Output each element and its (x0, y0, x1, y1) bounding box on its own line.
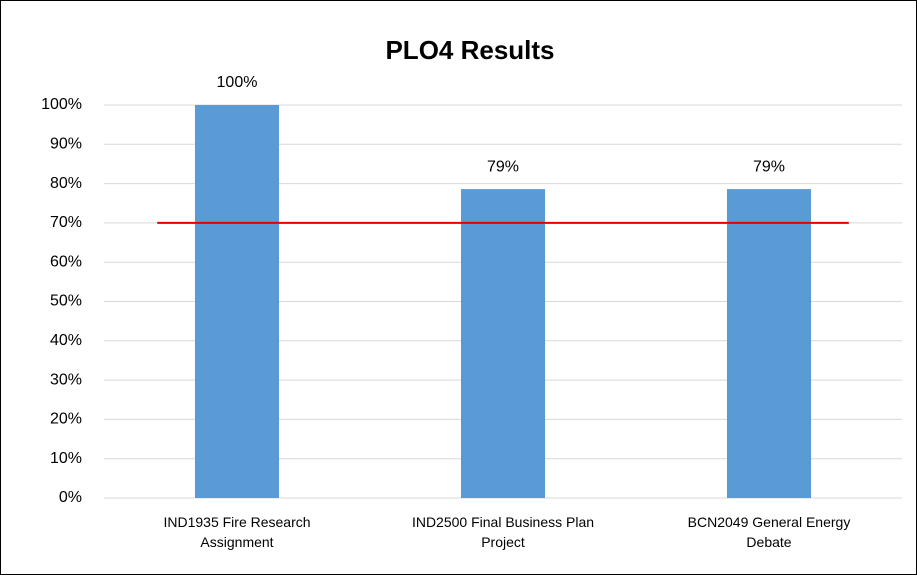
x-tick-label: IND2500 Final Business Plan Project (411, 514, 595, 550)
y-tick-label: 90% (50, 136, 82, 153)
y-tick-label: 50% (50, 293, 82, 310)
y-tick-label: 10% (50, 450, 82, 467)
y-tick-label: 40% (50, 332, 82, 349)
x-tick-label: IND1935 Fire Research Assignment (163, 514, 311, 550)
y-tick-label: 80% (50, 175, 82, 192)
y-tick-label: 20% (50, 411, 82, 428)
y-tick-label: 100% (41, 96, 82, 113)
chart-title: PLO4 Results (385, 35, 554, 65)
value-label: 79% (487, 158, 519, 175)
bar (726, 189, 812, 499)
x-tick-label: BCN2049 General Energy Debate (687, 514, 851, 550)
y-tick-label: 0% (59, 489, 82, 506)
y-tick-label: 30% (50, 371, 82, 388)
y-tick-label: 70% (50, 214, 82, 231)
bar (460, 189, 546, 499)
value-label: 100% (217, 74, 258, 91)
value-label: 79% (753, 158, 785, 175)
bar (194, 105, 280, 498)
y-tick-label: 60% (50, 253, 82, 270)
